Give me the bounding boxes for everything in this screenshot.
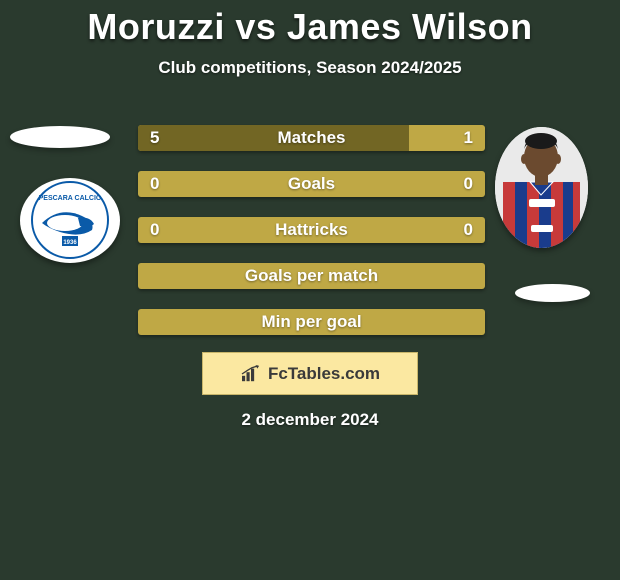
page-title: Moruzzi vs James Wilson (0, 0, 620, 48)
stat-value-left: 0 (150, 174, 159, 194)
left-player-badge: PESCARA CALCIO 1936 (20, 178, 120, 263)
stat-row: Goals0 0 (138, 171, 485, 197)
stat-value-right: 0 (464, 174, 473, 194)
right-player-photo (495, 127, 588, 248)
chart-icon (240, 365, 262, 383)
stats-bars: Matches51Goals00Hattricks00Goals per mat… (138, 125, 485, 355)
badge-year: 1936 (63, 240, 77, 246)
watermark-text: FcTables.com (268, 364, 380, 384)
watermark: FcTables.com (202, 352, 418, 395)
stat-row: Min per goal (138, 309, 485, 335)
date-text: 2 december 2024 (0, 410, 620, 430)
stat-value-left: 5 (150, 128, 159, 148)
left-ellipse-decoration (10, 126, 110, 148)
right-ellipse-decoration (515, 284, 590, 302)
badge-text-top: PESCARA CALCIO (39, 195, 102, 202)
pescara-logo-icon: PESCARA CALCIO 1936 (20, 178, 120, 263)
stat-value-right: 0 (464, 220, 473, 240)
stat-label: Hattricks (138, 220, 485, 240)
stat-row: Goals per match (138, 263, 485, 289)
stat-value-right: 1 (464, 128, 473, 148)
player-portrait-icon (495, 127, 588, 248)
stat-label: Goals per match (138, 266, 485, 286)
stat-row: Matches5 1 (138, 125, 485, 151)
stat-value-left: 0 (150, 220, 159, 240)
stat-label: Matches (138, 128, 485, 148)
stat-row: Hattricks0 0 (138, 217, 485, 243)
subtitle: Club competitions, Season 2024/2025 (0, 58, 620, 78)
stat-label: Min per goal (138, 312, 485, 332)
stat-label: Goals (138, 174, 485, 194)
